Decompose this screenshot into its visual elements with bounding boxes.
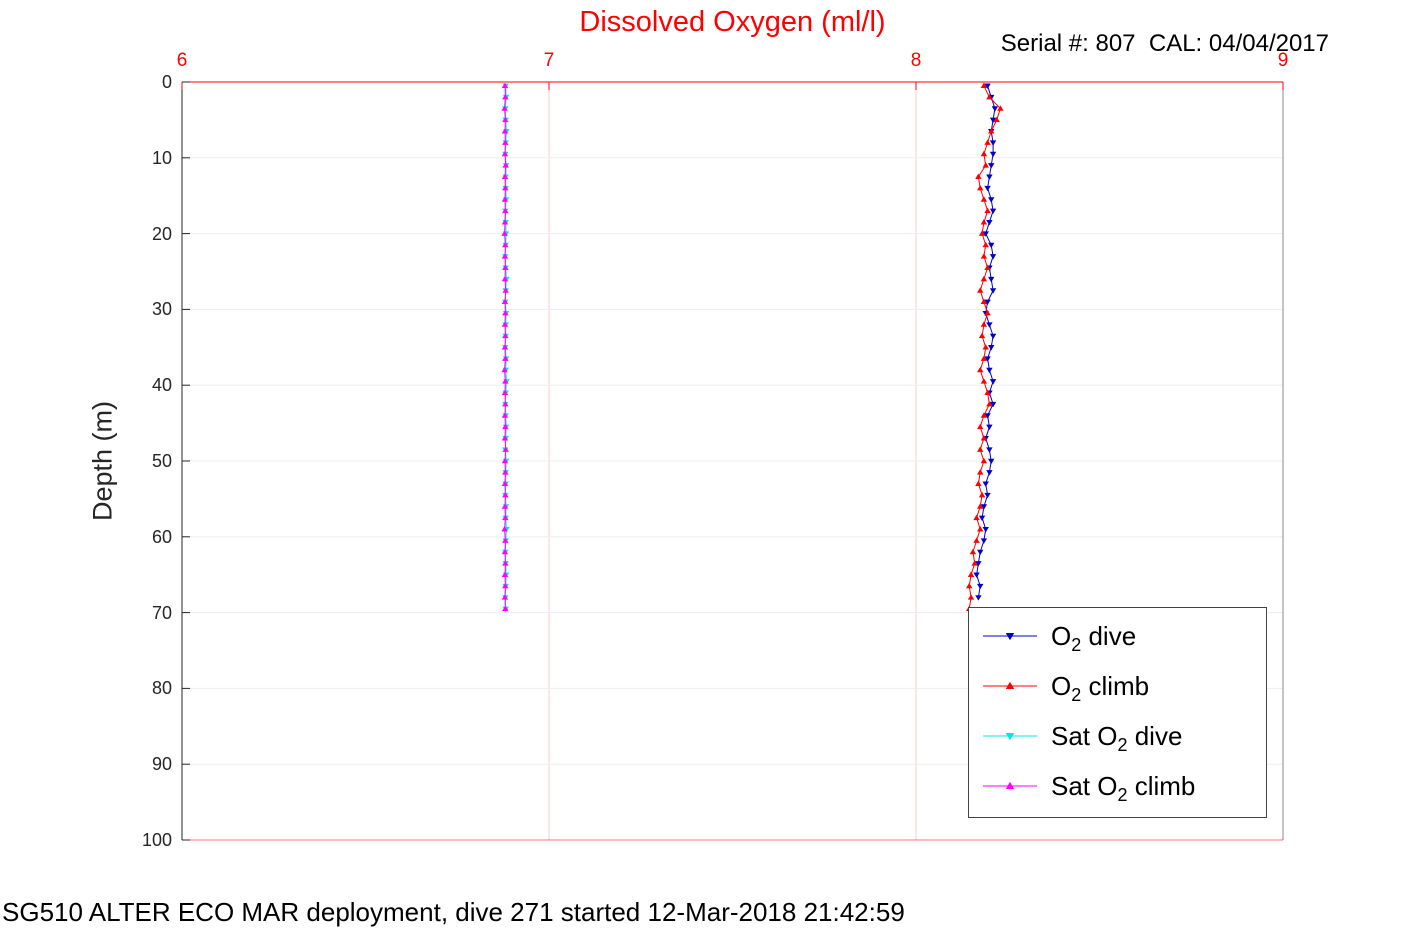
x-tick-label: 9 xyxy=(1277,50,1289,71)
legend-marker-triangle-down-icon xyxy=(983,633,1037,641)
chart-annotation: Serial #: 807 CAL: 04/04/2017 xyxy=(1000,30,1329,57)
legend-label: Sat O2 climb xyxy=(1051,770,1196,805)
y-tick-label: 80 xyxy=(151,678,172,699)
series-o2-dive-line xyxy=(976,85,996,598)
y-tick-label: 70 xyxy=(151,602,172,623)
legend-label: O2 climb xyxy=(1051,670,1150,705)
y-tick-label: 20 xyxy=(151,223,172,244)
legend-marker-triangle-down-icon xyxy=(983,733,1037,741)
figure-caption: SG510 ALTER ECO MAR deployment, dive 271… xyxy=(2,897,905,927)
y-tick-label: 100 xyxy=(141,830,172,850)
y-tick-label: 50 xyxy=(151,451,172,471)
legend-label: Sat O2 dive xyxy=(1051,720,1183,755)
legend-marker-triangle-up-icon xyxy=(983,781,1037,789)
y-tick-label: 90 xyxy=(151,754,172,775)
x-tick-label: 8 xyxy=(910,50,922,71)
series-o2-dive-markers xyxy=(973,83,999,601)
y-tick-label: 10 xyxy=(151,147,172,168)
series-o2-climb-markers xyxy=(966,82,1004,612)
y-tick-label: 40 xyxy=(151,375,172,396)
legend-item-sat-o2-climb: Sat O2 climb xyxy=(969,761,1266,811)
chart-title: Dissolved Oxygen (ml/l) xyxy=(579,6,886,38)
legend: O2 dive O2 climb Sat O2 dive Sat O2 climb xyxy=(968,607,1267,818)
legend-item-sat-o2-dive: Sat O2 dive xyxy=(969,711,1266,761)
legend-label: O2 dive xyxy=(1051,620,1137,655)
legend-item-o2-climb: O2 climb xyxy=(969,661,1266,711)
legend-item-o2-dive: O2 dive xyxy=(969,611,1266,661)
x-tick-label: 7 xyxy=(543,50,555,71)
series-sat-o2-climb-markers xyxy=(501,82,509,612)
legend-marker-triangle-up-icon xyxy=(983,681,1037,689)
y-tick-label: 0 xyxy=(161,72,172,92)
y-tick-label: 30 xyxy=(151,299,172,320)
y-tick-label: 60 xyxy=(151,526,172,547)
x-tick-label: 6 xyxy=(176,50,188,71)
